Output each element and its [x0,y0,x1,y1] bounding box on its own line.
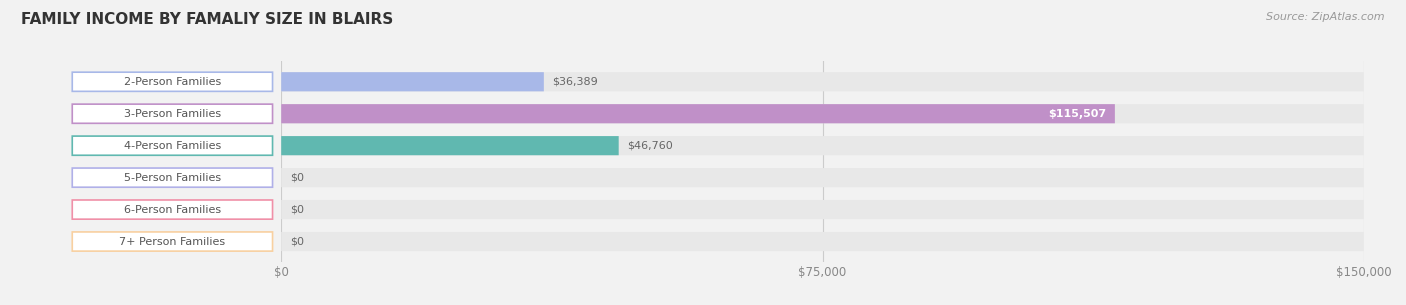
FancyBboxPatch shape [281,168,1364,187]
Text: $0: $0 [290,205,304,215]
Text: $46,760: $46,760 [627,141,673,151]
Text: 6-Person Families: 6-Person Families [124,205,221,215]
Text: 2-Person Families: 2-Person Families [124,77,221,87]
FancyBboxPatch shape [281,136,1364,155]
FancyBboxPatch shape [281,104,1364,123]
Text: 5-Person Families: 5-Person Families [124,173,221,183]
Text: $0: $0 [290,173,304,183]
Text: $115,507: $115,507 [1047,109,1107,119]
FancyBboxPatch shape [72,232,273,251]
Text: 4-Person Families: 4-Person Families [124,141,221,151]
FancyBboxPatch shape [281,232,1364,251]
FancyBboxPatch shape [281,72,544,92]
Text: 7+ Person Families: 7+ Person Families [120,237,225,246]
Text: Source: ZipAtlas.com: Source: ZipAtlas.com [1267,12,1385,22]
FancyBboxPatch shape [72,168,273,187]
FancyBboxPatch shape [281,104,1115,123]
FancyBboxPatch shape [281,136,619,155]
FancyBboxPatch shape [72,136,273,155]
Text: $0: $0 [290,237,304,246]
FancyBboxPatch shape [72,104,273,123]
Text: FAMILY INCOME BY FAMALIY SIZE IN BLAIRS: FAMILY INCOME BY FAMALIY SIZE IN BLAIRS [21,12,394,27]
FancyBboxPatch shape [281,72,1364,92]
FancyBboxPatch shape [72,72,273,92]
FancyBboxPatch shape [72,200,273,219]
Text: 3-Person Families: 3-Person Families [124,109,221,119]
Text: $36,389: $36,389 [553,77,598,87]
FancyBboxPatch shape [281,200,1364,219]
